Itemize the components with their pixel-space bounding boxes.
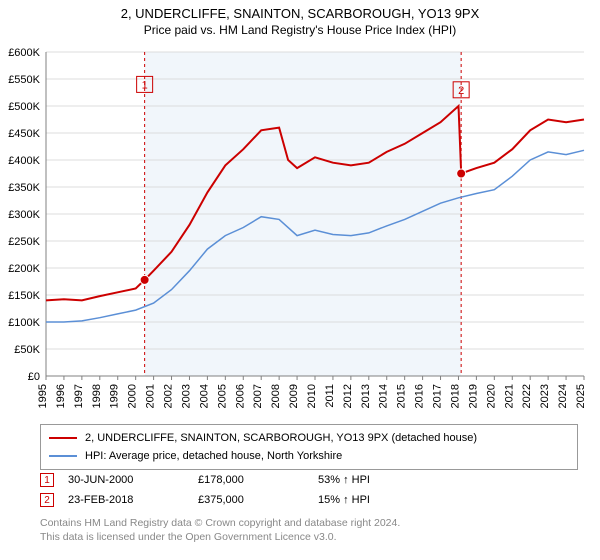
svg-text:2023: 2023 [539, 384, 551, 408]
event-table: 1 30-JUN-2000 £178,000 53% ↑ HPI 2 23-FE… [40, 470, 578, 510]
price-chart: £0 £50K £100K £150K £200K £250K £300K £350K £400… [0, 46, 600, 418]
svg-text:1999: 1999 [109, 384, 121, 408]
svg-text:2000: 2000 [127, 384, 139, 408]
event-date: 30-JUN-2000 [68, 474, 198, 486]
svg-text:£0: £0 [28, 371, 40, 383]
footer-line: Contains HM Land Registry data © Crown c… [40, 516, 578, 530]
legend-item-property: 2, UNDERCLIFFE, SNAINTON, SCARBOROUGH, Y… [49, 429, 569, 447]
svg-text:2019: 2019 [467, 384, 479, 408]
svg-text:£400K: £400K [8, 155, 40, 167]
event-marker-icon: 1 [40, 473, 54, 487]
event-date: 23-FEB-2018 [68, 494, 198, 506]
page-subtitle: Price paid vs. HM Land Registry's House … [0, 21, 600, 37]
svg-text:£150K: £150K [8, 290, 40, 302]
svg-text:£50K: £50K [14, 344, 40, 356]
svg-text:1997: 1997 [73, 384, 85, 408]
page-title: 2, UNDERCLIFFE, SNAINTON, SCARBOROUGH, Y… [0, 0, 600, 21]
legend-swatch [49, 437, 77, 439]
event-row: 2 23-FEB-2018 £375,000 15% ↑ HPI [40, 490, 578, 510]
svg-text:2004: 2004 [198, 384, 210, 408]
svg-text:2018: 2018 [449, 384, 461, 408]
svg-text:£600K: £600K [8, 47, 40, 59]
svg-text:2013: 2013 [360, 384, 372, 408]
legend-label: HPI: Average price, detached house, Nort… [85, 450, 342, 462]
svg-text:2010: 2010 [306, 384, 318, 408]
event-pct: 15% ↑ HPI [318, 494, 438, 506]
svg-text:2021: 2021 [503, 384, 515, 408]
footer-attribution: Contains HM Land Registry data © Crown c… [40, 516, 578, 544]
chart-svg: £0 £50K £100K £150K £200K £250K £300K £350K £400… [0, 46, 600, 418]
svg-text:2016: 2016 [414, 384, 426, 408]
svg-text:1995: 1995 [37, 384, 49, 408]
svg-text:£300K: £300K [8, 209, 40, 221]
footer-line: This data is licensed under the Open Gov… [40, 530, 578, 544]
svg-text:1996: 1996 [55, 384, 67, 408]
svg-text:2001: 2001 [145, 384, 157, 408]
legend-swatch [49, 455, 77, 457]
svg-text:2: 2 [458, 85, 464, 97]
svg-text:2011: 2011 [324, 384, 336, 408]
legend-item-hpi: HPI: Average price, detached house, Nort… [49, 447, 569, 465]
svg-text:£100K: £100K [8, 317, 40, 329]
svg-text:2014: 2014 [378, 384, 390, 408]
svg-text:2003: 2003 [180, 384, 192, 408]
svg-text:2017: 2017 [432, 384, 444, 408]
svg-text:2007: 2007 [252, 384, 264, 408]
svg-text:£500K: £500K [8, 101, 40, 113]
svg-text:£250K: £250K [8, 236, 40, 248]
svg-text:£450K: £450K [8, 128, 40, 140]
event-pct: 53% ↑ HPI [318, 474, 438, 486]
svg-text:2012: 2012 [342, 384, 354, 408]
event-price: £178,000 [198, 474, 318, 486]
svg-text:1998: 1998 [91, 384, 103, 408]
svg-text:2008: 2008 [270, 384, 282, 408]
event-marker-icon: 2 [40, 493, 54, 507]
svg-text:1: 1 [142, 79, 148, 91]
svg-text:£550K: £550K [8, 74, 40, 86]
legend-label: 2, UNDERCLIFFE, SNAINTON, SCARBOROUGH, Y… [85, 432, 477, 444]
svg-text:2022: 2022 [521, 384, 533, 408]
svg-text:2020: 2020 [485, 384, 497, 408]
svg-text:£350K: £350K [8, 182, 40, 194]
svg-text:2015: 2015 [396, 384, 408, 408]
event-row: 1 30-JUN-2000 £178,000 53% ↑ HPI [40, 470, 578, 490]
svg-text:2024: 2024 [557, 384, 569, 408]
legend: 2, UNDERCLIFFE, SNAINTON, SCARBOROUGH, Y… [40, 424, 578, 470]
svg-text:2009: 2009 [288, 384, 300, 408]
event-price: £375,000 [198, 494, 318, 506]
svg-text:2025: 2025 [575, 384, 587, 408]
svg-text:2005: 2005 [216, 384, 228, 408]
svg-text:£200K: £200K [8, 263, 40, 275]
svg-text:2002: 2002 [163, 384, 175, 408]
svg-text:2006: 2006 [234, 384, 246, 408]
